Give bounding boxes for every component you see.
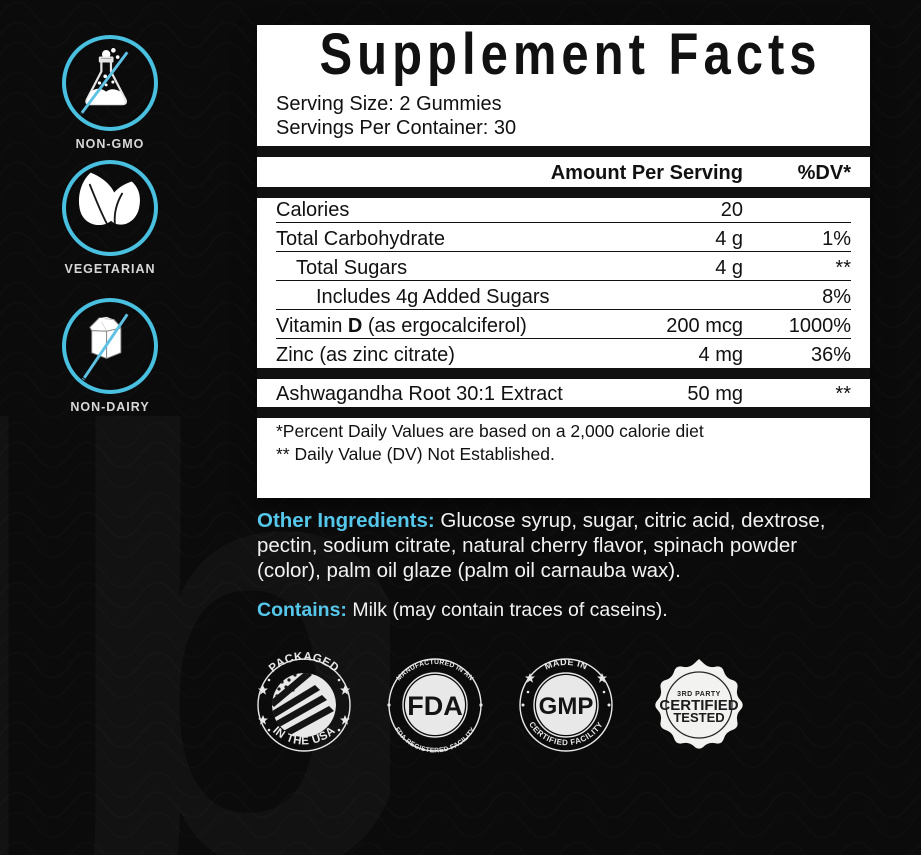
svg-text:PACKAGED: PACKAGED — [267, 651, 341, 675]
svg-text:MADE IN: MADE IN — [543, 657, 589, 672]
svg-text:GMP: GMP — [539, 693, 594, 720]
svg-text:TESTED: TESTED — [673, 710, 724, 725]
svg-text:FDA: FDA — [407, 691, 463, 721]
